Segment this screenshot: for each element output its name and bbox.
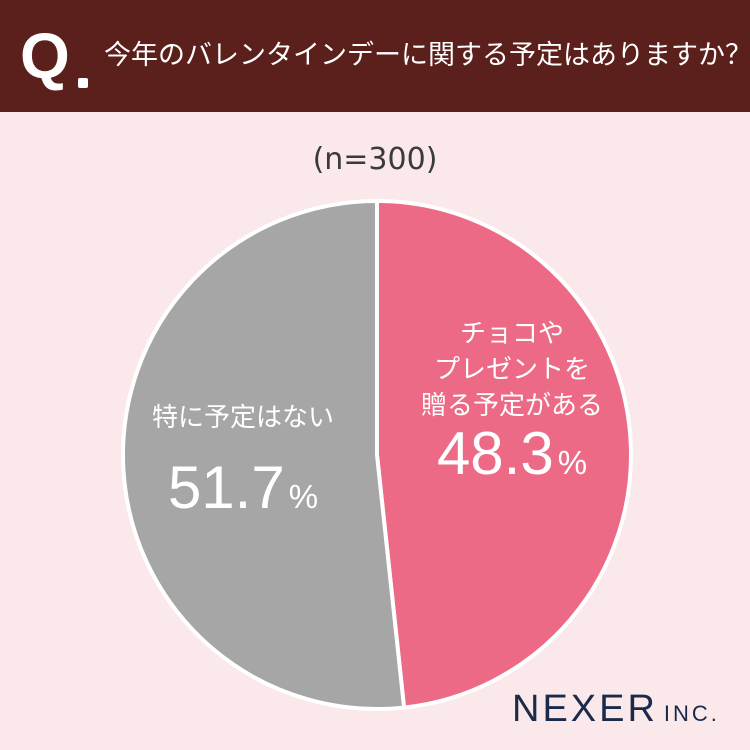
logo-main: NEXER bbox=[512, 688, 658, 730]
slice-label-0-line-2: 贈る予定がある bbox=[421, 391, 603, 421]
slice-value-0: 48.3% bbox=[437, 420, 587, 487]
question-header: Q 今年のバレンタインデーに関する予定はありますか？ bbox=[0, 0, 750, 112]
logo-sub: INC. bbox=[663, 701, 720, 726]
slice-label-0-line-0: チョコや bbox=[460, 319, 564, 349]
slice-value-1: 51.7% bbox=[168, 454, 318, 521]
nexer-logo: NEXER INC. bbox=[512, 688, 720, 731]
slice-label-0-line-1: プレゼントを bbox=[434, 355, 590, 385]
pie-slice-0 bbox=[375, 199, 633, 710]
q-label: Q bbox=[20, 20, 70, 92]
pie-slice-1 bbox=[121, 199, 407, 711]
q-dot bbox=[78, 78, 88, 88]
question-text: 今年のバレンタインデーに関する予定はありますか？ bbox=[104, 40, 750, 71]
slice-label-1-line-0: 特に予定はない bbox=[152, 403, 334, 433]
sample-size: (n=300) bbox=[312, 142, 438, 177]
